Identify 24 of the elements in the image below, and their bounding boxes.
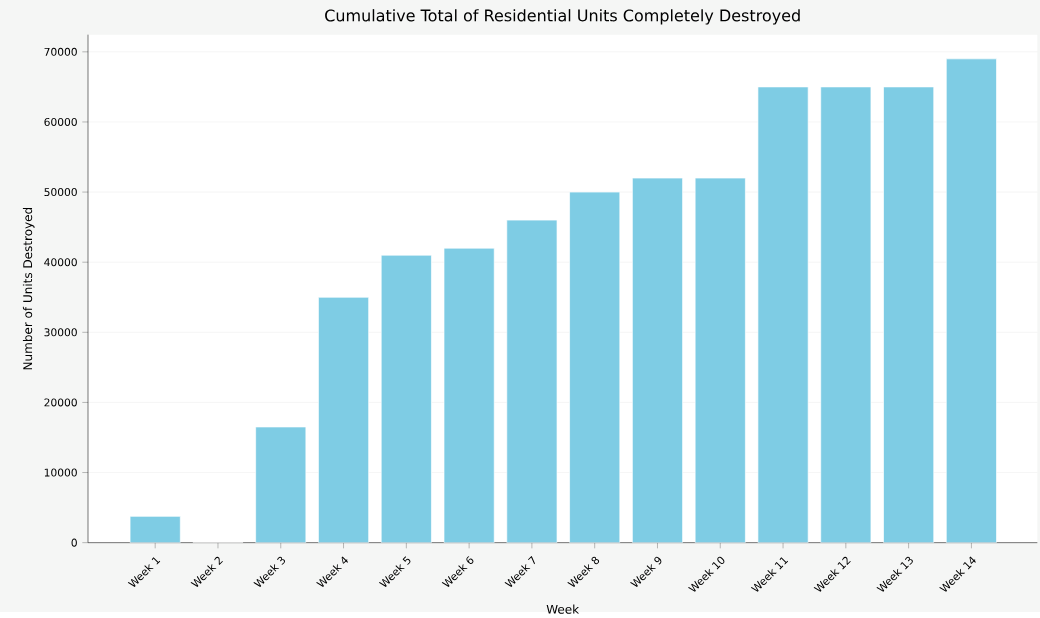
- bar: [757, 86, 809, 543]
- x-axis-title: Week: [546, 604, 580, 614]
- bar: [443, 247, 495, 543]
- chart-title: Cumulative Total of Residential Units Completely Destroyed: [325, 9, 800, 25]
- y-tick-label: 10000: [44, 468, 77, 477]
- y-tick-label: 30000: [44, 328, 77, 337]
- y-tick-label: 60000: [44, 117, 77, 126]
- bar: [632, 177, 683, 543]
- y-axis-title: Number of Units Destroyed: [22, 207, 35, 370]
- bar: [945, 58, 997, 543]
- bar: [129, 515, 181, 543]
- y-tick-label: 20000: [44, 398, 77, 407]
- y-tick-label: 70000: [44, 47, 77, 56]
- bar: [318, 296, 369, 543]
- bar: [255, 426, 307, 543]
- y-tick-label: 0: [71, 538, 77, 547]
- y-tick-label: 40000: [44, 258, 77, 267]
- bar: [569, 191, 621, 543]
- bar: [380, 254, 432, 543]
- y-tick-label: 50000: [44, 187, 77, 196]
- bar: [506, 219, 558, 543]
- bar: [694, 177, 746, 543]
- bar: [820, 86, 872, 543]
- bar: [883, 86, 935, 543]
